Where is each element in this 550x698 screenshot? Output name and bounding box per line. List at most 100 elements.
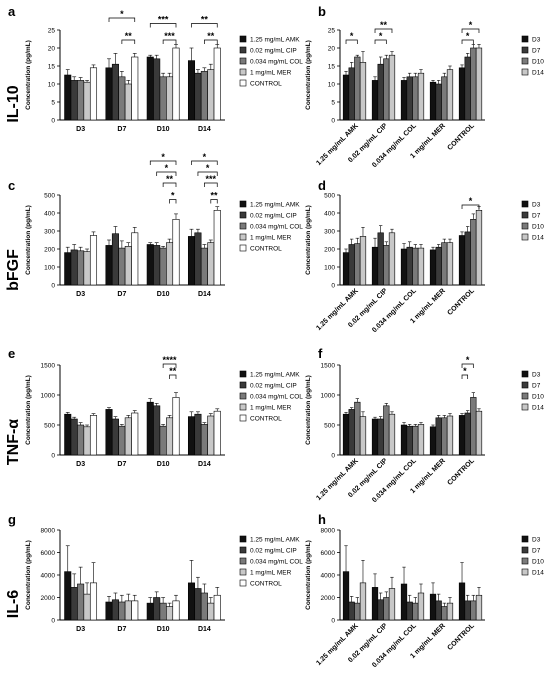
bar — [111, 599, 119, 621]
y-tick-label: 1000 — [41, 392, 56, 399]
bar — [429, 593, 437, 621]
significance-bracket — [461, 39, 474, 44]
legend-swatch — [521, 392, 529, 400]
significance-bracket — [108, 17, 136, 22]
y-tick-label: 20 — [48, 45, 56, 52]
legend-swatch — [239, 68, 247, 76]
bar — [359, 236, 367, 286]
significance-bracket — [374, 28, 393, 33]
legend-entry: D7 — [532, 548, 541, 555]
significance-bracket — [461, 28, 480, 33]
bar — [470, 219, 477, 286]
bar — [153, 58, 161, 121]
bar — [377, 418, 384, 456]
bar — [377, 232, 384, 286]
y-tick-label: 500 — [44, 192, 55, 199]
y-tick-label: 15 — [328, 63, 336, 70]
panel-letter: a — [8, 4, 16, 19]
significance-label: *** — [164, 31, 175, 41]
y-axis-label: Concentration (pg/mL) — [25, 375, 32, 445]
legend-swatch — [521, 370, 529, 378]
bar — [446, 415, 454, 456]
bar — [146, 56, 154, 121]
bar — [458, 235, 466, 286]
panel-letter: g — [8, 512, 16, 527]
bar — [213, 410, 221, 456]
bar — [153, 245, 161, 286]
bar — [207, 415, 215, 456]
y-tick-label: 300 — [324, 228, 335, 235]
panel-c: c 0 100 200 300 400 500 Concentration (pg/mL) D3… — [8, 152, 303, 298]
x-tick-label: D7 — [117, 626, 126, 633]
bar — [77, 424, 85, 456]
bar — [429, 249, 437, 286]
bar — [464, 56, 471, 121]
legend-entry: D7 — [532, 213, 541, 220]
x-tick-label: D14 — [198, 626, 211, 633]
bar — [89, 67, 98, 121]
y-tick-label: 0 — [331, 282, 335, 289]
legend-entry: 0.034 mg/mL COL — [250, 59, 303, 66]
significance-label: ** — [169, 366, 177, 376]
bar — [371, 587, 379, 621]
x-tick-label: D7 — [117, 126, 126, 133]
significance-label: * — [463, 366, 467, 376]
significance-label: * — [171, 191, 175, 201]
bar — [64, 252, 72, 286]
bar — [124, 600, 132, 621]
bar — [77, 250, 85, 286]
significance-label: ** — [166, 174, 174, 184]
bar — [406, 246, 413, 286]
bar — [464, 412, 471, 456]
bar — [435, 417, 442, 456]
x-tick-label: CONTROL — [446, 622, 476, 652]
bar — [200, 424, 208, 456]
panel-e: e 0 500 1000 1500 Concentration (pg/mL) D3 D7 D1… — [8, 346, 303, 468]
legend-swatch — [521, 535, 529, 543]
bar — [383, 405, 390, 456]
y-tick-label: 400 — [324, 210, 335, 217]
x-tick-label: CONTROL — [446, 287, 476, 317]
legend-entry: D7 — [532, 383, 541, 390]
bar — [388, 413, 396, 456]
bar — [359, 62, 367, 121]
legend-swatch — [521, 35, 529, 43]
y-tick-label: 1500 — [41, 362, 56, 369]
bar — [429, 81, 437, 121]
y-tick-label: 500 — [44, 422, 55, 429]
bar — [131, 412, 139, 456]
legend-swatch — [239, 233, 247, 241]
legend-swatch — [239, 535, 247, 543]
bar — [194, 588, 202, 621]
y-tick-label: 0 — [51, 282, 55, 289]
y-tick-label: 20 — [328, 45, 336, 52]
bar — [105, 409, 113, 456]
significance-bracket — [204, 182, 218, 187]
x-tick-label: D3 — [76, 291, 85, 298]
significance-label: * — [469, 20, 473, 30]
x-tick-label: D10 — [157, 126, 170, 133]
legend-entry: 0.034 mg/mL COL — [250, 394, 303, 401]
legend-swatch — [521, 568, 529, 576]
bar — [342, 413, 350, 456]
significance-bracket — [156, 171, 177, 176]
bar — [388, 232, 396, 286]
panel-a: a 0 5 10 15 20 25 Concentration (pg/mL) D3 D7 D10 D… — [8, 4, 303, 133]
panel-g: g 0 2000 4000 6000 8000 Concentration (pg/mL) D… — [8, 512, 303, 633]
x-tick-label: D14 — [198, 126, 211, 133]
y-tick-label: 400 — [44, 210, 55, 217]
x-tick-label: D10 — [157, 291, 170, 298]
x-tick-label: D7 — [117, 291, 126, 298]
bar — [159, 425, 167, 456]
bar — [118, 247, 126, 286]
y-axis-label: Concentration (pg/mL) — [305, 540, 312, 610]
legend-entry: 1 mg/mL MER — [250, 570, 292, 577]
bar — [400, 80, 408, 121]
bar — [475, 410, 483, 456]
legend-swatch — [239, 392, 247, 400]
significance-bracket — [149, 23, 177, 28]
legend-entry: 0.02 mg/mL CIP — [250, 213, 297, 220]
legend-entry: D10 — [532, 224, 544, 231]
significance-label: * — [165, 163, 169, 173]
